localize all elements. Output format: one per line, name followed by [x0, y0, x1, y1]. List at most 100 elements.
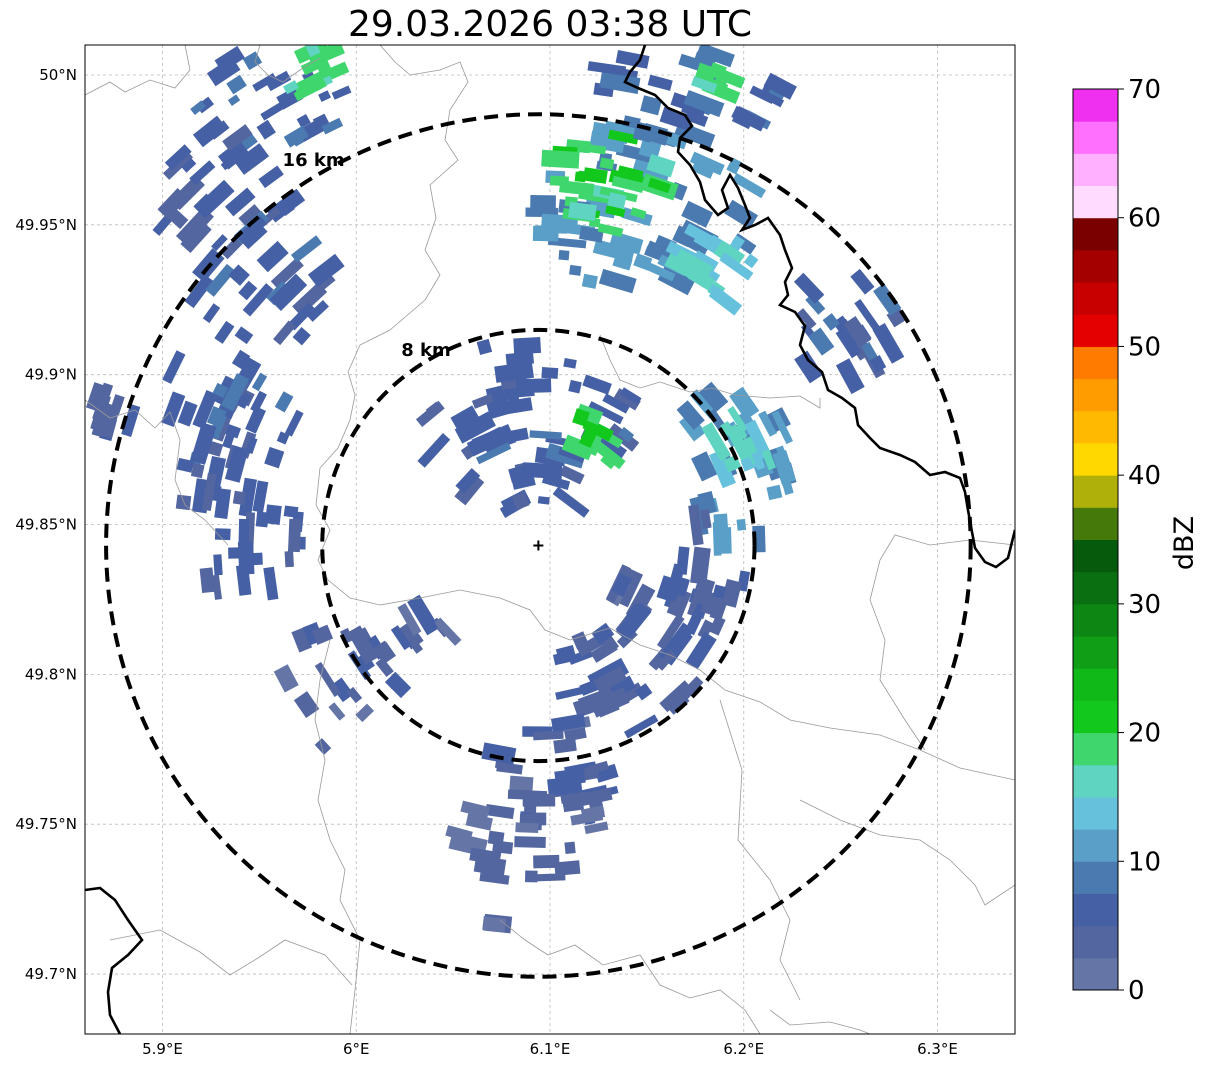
radar-pixel: [724, 199, 759, 230]
radar-pixel: [330, 677, 354, 703]
radar-pixel: [206, 56, 241, 87]
radar-pixel: [190, 100, 206, 115]
radar-pixel: [306, 300, 329, 322]
radar-pixel: [705, 281, 738, 309]
colorbar-segment: [1073, 829, 1118, 862]
colorbar-tick-label: 50: [1128, 332, 1161, 362]
radar-pixel: [375, 657, 394, 678]
radar-pixel: [228, 264, 250, 286]
radar-pixel: [321, 117, 344, 135]
radar-pixel: [697, 619, 714, 640]
admin-boundary: [599, 334, 821, 409]
radar-pixel: [293, 691, 320, 719]
radar-pixel: [471, 393, 494, 409]
radar-pixel: [303, 45, 321, 58]
radar-pixel: [695, 45, 711, 63]
lon-tick-label: 5.9°E: [142, 1040, 183, 1058]
colorbar-segment: [1073, 346, 1118, 380]
radar-pixel: [264, 446, 285, 469]
radar-pixel: [238, 280, 258, 301]
radar-pixel: [250, 390, 267, 413]
lat-tick-label: 49.75°N: [15, 815, 77, 833]
colorbar-segment: [1073, 442, 1118, 476]
colorbar-segment: [1073, 893, 1118, 927]
lat-tick-label: 49.9°N: [25, 366, 77, 384]
colorbar-segment: [1073, 636, 1118, 669]
radar-pixel: [255, 511, 269, 528]
radar-pixel: [578, 226, 604, 243]
radar-pixel: [121, 403, 141, 437]
radar-pixel: [226, 74, 247, 95]
axis-ticks: 5.9°E 6°E 6.1°E 6.2°E 6.3°E 50°N 49.95°N 49.9°N…: [15, 66, 958, 1058]
radar-pixel: [708, 615, 726, 636]
radar-pixel: [719, 252, 754, 281]
lat-tick-label: 49.85°N: [15, 516, 77, 534]
colorbar-tick-label: 70: [1128, 75, 1161, 105]
radar-pixel: [726, 157, 743, 175]
radar-pixel: [533, 854, 560, 869]
colorbar: 0 10 20 30 40 50 60 70: [1072, 75, 1161, 1006]
radar-pixel: [284, 551, 294, 568]
radar-pixel: [509, 775, 534, 795]
colorbar-segment: [1073, 314, 1118, 347]
colorbar-segment: [1073, 507, 1118, 540]
radar-pixel: [743, 253, 759, 269]
colorbar-segment: [1073, 410, 1118, 444]
radar-pixel: [190, 422, 217, 465]
radar-pixel: [283, 125, 309, 148]
radar-pixel: [873, 283, 902, 316]
radar-pixel: [475, 442, 512, 465]
radar-pixel: [647, 177, 671, 194]
radar-pixel: [287, 302, 316, 331]
radar-pixel: [593, 666, 627, 693]
lon-tick-label: 6°E: [343, 1040, 370, 1058]
range-rings: [104, 112, 973, 979]
radar-pixel: [612, 255, 633, 271]
admin-boundary: [254, 45, 321, 83]
radar-pixel: [701, 422, 731, 462]
radar-pixel: [577, 687, 615, 712]
radar-pixel: [808, 327, 835, 356]
radar-pixel: [709, 62, 727, 78]
radar-pixel: [555, 685, 589, 700]
radar-pixel: [676, 400, 705, 430]
radar-pixel: [307, 253, 345, 288]
radar-pixel: [688, 504, 704, 546]
radar-pixel: [176, 457, 195, 473]
radar-pixel: [238, 204, 264, 229]
radar-pixel: [550, 713, 586, 733]
radar-pixel: [713, 240, 746, 269]
colorbar-segment: [1073, 378, 1118, 412]
radar-pixel: [805, 293, 826, 315]
radar-pixel: [638, 139, 662, 160]
radar-pixel: [700, 509, 712, 529]
radar-pixel: [530, 195, 556, 212]
lon-tick-label: 6.2°E: [723, 1040, 764, 1058]
radar-pixel: [347, 625, 379, 665]
radar-pixel: [595, 697, 620, 718]
radar-pixel: [177, 400, 198, 427]
radar-pixel: [292, 327, 311, 346]
radar-pixel: [536, 873, 566, 882]
radar-pixel: [557, 447, 586, 463]
admin-boundary: [569, 627, 1015, 781]
colorbar-segment: [1073, 249, 1118, 283]
radar-pixel: [264, 504, 282, 525]
radar-pixel: [587, 401, 624, 425]
radar-pixel: [751, 451, 766, 471]
radar-pixel: [212, 382, 229, 398]
radar-pixel: [492, 840, 514, 855]
admin-boundary: [879, 534, 1015, 561]
radar-pixel: [569, 264, 582, 276]
admin-boundary: [379, 45, 469, 331]
radar-pixel: [242, 51, 263, 71]
radar-pixel: [727, 406, 748, 433]
radar-pixel: [234, 143, 270, 175]
radar-pixel: [476, 338, 493, 356]
radar-pixel: [92, 382, 114, 422]
radar-pixel: [712, 584, 727, 599]
radar-pixel: [201, 472, 217, 511]
radar-pixel: [205, 263, 236, 297]
radar-pixel: [525, 870, 538, 883]
radar-pixel: [258, 165, 284, 189]
